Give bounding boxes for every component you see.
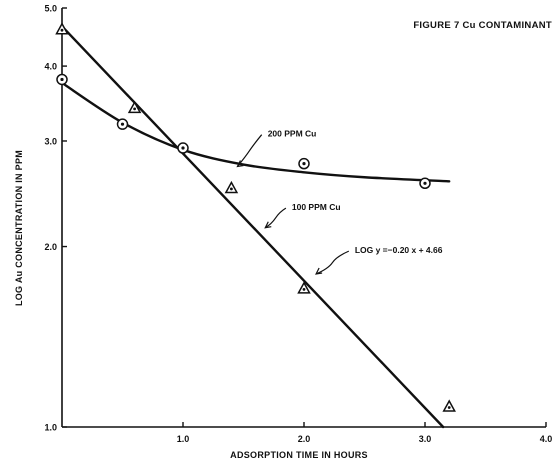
series-line-200ppm bbox=[60, 81, 451, 183]
triangle-point bbox=[127, 100, 142, 114]
triangle-point-dot bbox=[230, 187, 233, 191]
circle-point-dot bbox=[423, 181, 427, 185]
y-tick-label: 5.0 bbox=[44, 4, 57, 14]
axes bbox=[61, 8, 546, 428]
annotation-arrowhead bbox=[315, 267, 323, 275]
annotation-label: 200 PPM Cu bbox=[268, 129, 317, 139]
triangle-point bbox=[442, 399, 456, 412]
triangle-point bbox=[297, 281, 311, 294]
triangle-point-dot bbox=[60, 28, 64, 32]
series-line-100ppm bbox=[60, 25, 445, 429]
triangle-point-dot bbox=[133, 107, 137, 111]
x-ticks: 1.0 2.0 3.0 4.0 bbox=[177, 422, 553, 444]
annotation-label: 100 PPM Cu bbox=[292, 202, 341, 212]
triangle-point-outline bbox=[224, 180, 239, 194]
circle-point bbox=[419, 177, 431, 190]
circle-point bbox=[298, 157, 310, 170]
figure-title: FIGURE 7 Cu CONTAMINANT bbox=[413, 20, 552, 31]
y-ticks: 1.0 2.0 3.0 4.0 5.0 bbox=[44, 4, 67, 433]
annotation-arrow bbox=[236, 134, 263, 167]
circle-point bbox=[177, 142, 189, 154]
fit-lines bbox=[60, 25, 451, 429]
y-tick-label: 3.0 bbox=[44, 136, 57, 146]
triangle-point bbox=[224, 180, 239, 194]
circle-point bbox=[56, 73, 68, 86]
y-axis-title: LOG Au CONCENTRATION IN PPM bbox=[14, 150, 24, 306]
x-tick-label: 2.0 bbox=[298, 434, 311, 444]
circle-point-dot bbox=[120, 122, 125, 126]
x-tick-label: 4.0 bbox=[540, 434, 553, 444]
data-markers bbox=[55, 22, 456, 412]
triangle-point-outline bbox=[55, 22, 69, 35]
annotation-arrow bbox=[264, 207, 287, 229]
x-tick-label: 1.0 bbox=[177, 434, 190, 444]
triangle-point-outline bbox=[297, 281, 311, 294]
y-tick-label: 2.0 bbox=[44, 242, 57, 252]
circle-point-dot bbox=[302, 162, 306, 166]
triangle-point-dot bbox=[302, 287, 306, 291]
annotation-arrowhead bbox=[236, 160, 244, 168]
triangle-point-dot bbox=[447, 406, 451, 409]
circle-point bbox=[116, 118, 129, 130]
x-axis-title: ADSORPTION TIME IN HOURS bbox=[230, 450, 368, 460]
annotation-arrow bbox=[315, 250, 350, 275]
annotation-arrowhead bbox=[264, 221, 272, 229]
triangle-point-outline bbox=[127, 100, 142, 114]
triangle-point bbox=[55, 22, 69, 35]
x-tick-label: 3.0 bbox=[419, 434, 432, 444]
triangle-point-outline bbox=[442, 399, 456, 412]
y-tick-label: 4.0 bbox=[44, 62, 57, 72]
circle-point-dot bbox=[60, 77, 64, 82]
annotation-label: LOG y =−0.20 x + 4.66 bbox=[355, 245, 443, 255]
annotations: 200 PPM Cu 100 PPM Cu LOG y =−0.20 x + 4.6… bbox=[236, 129, 443, 275]
circle-point-dot bbox=[181, 146, 185, 150]
y-tick-label: 1.0 bbox=[44, 423, 57, 433]
